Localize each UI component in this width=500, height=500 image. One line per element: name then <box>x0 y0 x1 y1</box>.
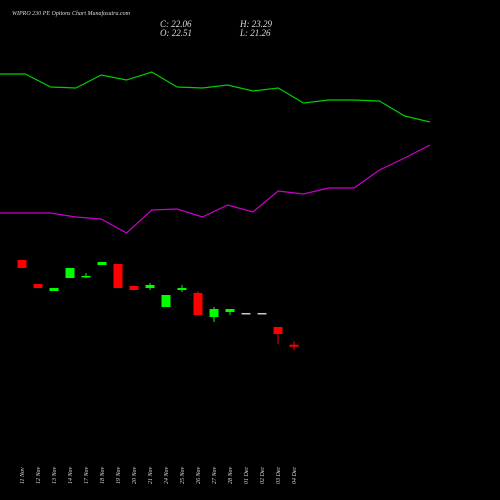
indicator-line <box>0 71 431 123</box>
x-tick-label: 04 Dec <box>291 467 298 484</box>
x-tick-label: 20 Nov <box>132 466 138 484</box>
x-tick-label: 12 Nov <box>36 466 42 484</box>
candle-body <box>193 293 203 316</box>
x-tick-label: 28 Nov <box>228 466 234 484</box>
chart-title: WIPRO 230 PE Options Chart Munafasutra.c… <box>12 10 131 17</box>
x-tick-label: 18 Nov <box>100 466 106 484</box>
x-tick-label: 19 Nov <box>116 466 122 484</box>
x-tick-label: 24 Nov <box>163 466 170 484</box>
stat-close: C: 22.06 <box>160 19 192 29</box>
candle-body <box>145 284 155 289</box>
candle-body <box>209 309 219 317</box>
indicator-line <box>0 144 431 234</box>
x-tick-label: 25 Nov <box>180 466 186 484</box>
stat-open: O: 22.51 <box>160 28 192 38</box>
candle-body <box>33 284 43 289</box>
x-tick-label: 14 Nov <box>67 466 74 484</box>
candle-body <box>97 261 107 266</box>
x-tick-label: 11 Nov <box>20 467 26 484</box>
x-tick-label: 17 Nov <box>84 466 90 484</box>
candle-body <box>225 309 235 312</box>
x-tick-label: 21 Nov <box>148 466 154 484</box>
candle-body <box>257 312 267 315</box>
candle-body <box>273 327 283 334</box>
candle-body <box>49 288 59 292</box>
candle-body <box>113 264 123 289</box>
candle-body <box>177 288 187 290</box>
stat-high: H: 23.29 <box>239 19 272 29</box>
candle-body <box>81 275 91 278</box>
x-tick-label: 13 Nov <box>52 466 58 484</box>
x-tick-label: 01 Dec <box>244 467 250 484</box>
x-tick-label: 26 Nov <box>196 466 202 484</box>
candle-body <box>65 267 75 279</box>
candle-body <box>129 285 139 290</box>
stat-low: L: 21.26 <box>239 28 271 38</box>
x-tick-label: 02 Dec <box>260 467 266 484</box>
candle-body <box>17 260 27 268</box>
candle-body <box>161 294 171 307</box>
candle-body <box>289 344 299 347</box>
x-tick-label: 03 Dec <box>276 467 282 484</box>
x-tick-label: 27 Nov <box>212 466 218 484</box>
candle-body <box>241 312 251 315</box>
